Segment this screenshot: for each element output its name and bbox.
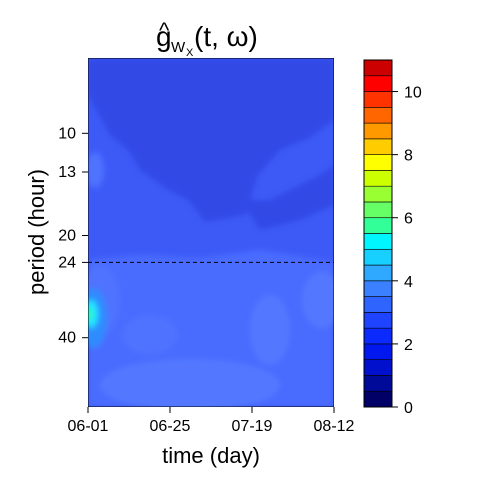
title-args: (t, ω): [194, 21, 258, 52]
colorbar-tick-label: 2: [404, 337, 413, 354]
x-axis-label: time (day): [162, 443, 260, 468]
x-tick-label: 06-01: [68, 418, 109, 435]
colorbar-swatch: [363, 170, 393, 187]
colorbar-tick-label: 8: [404, 148, 413, 165]
colorbar-swatch: [363, 91, 393, 108]
low-power-region: [88, 58, 334, 222]
low-power-lobe: [240, 165, 334, 230]
y-axis-label: period (hour): [24, 169, 49, 295]
title-base: g: [156, 21, 172, 52]
medium-blob-4: [122, 315, 178, 355]
colorbar-swatch: [363, 312, 393, 329]
colorbar: 0 2 4 6 8 10: [363, 59, 422, 417]
field-shapes: [88, 58, 334, 407]
chart-title: ^ g W X (t, ω): [156, 18, 258, 59]
medium-blob-1: [100, 359, 280, 407]
colorbar-swatch: [363, 59, 393, 77]
colorbar-swatch: [363, 390, 393, 408]
y-tick-label: 40: [58, 330, 76, 347]
colorbar-swatch: [363, 248, 393, 266]
x-tick-label: 07-19: [232, 418, 273, 435]
y-tick-label: 20: [58, 228, 76, 245]
medium-blob-2: [250, 295, 290, 365]
colorbar-swatch: [363, 138, 393, 155]
colorbar-swatch: [363, 75, 393, 92]
peak-core: [88, 308, 92, 320]
peak-inner: [88, 300, 98, 328]
colorbar-swatch: [363, 280, 393, 297]
colorbar-tick-label: 0: [404, 400, 413, 417]
colorbar-swatch: [363, 185, 393, 203]
x-tick-label: 08-12: [314, 418, 355, 435]
y-axis: 10 13 20 24 40: [58, 125, 88, 347]
colorbar-frame: [363, 59, 393, 408]
colorbar-tick-label: 10: [404, 85, 422, 102]
x-tick-label: 06-25: [150, 418, 191, 435]
left-edge-blob-1: [88, 152, 104, 188]
y-tick-label: 10: [58, 125, 76, 142]
medium-blob-3: [302, 272, 334, 328]
title-hat: ^: [159, 18, 170, 43]
colorbar-swatch: [363, 217, 393, 234]
colorbar-swatch: [363, 201, 393, 219]
colorbar-swatch: [363, 154, 393, 171]
plot-area: [88, 58, 334, 407]
colorbar-swatch: [363, 327, 393, 345]
colorbar-swatch: [363, 343, 393, 360]
colorbar-tick-label: 4: [404, 274, 413, 291]
colorbar-swatch: [363, 107, 393, 124]
colorbar-swatch: [363, 296, 393, 313]
colorbar-swatch: [363, 122, 393, 140]
y-tick-label: 13: [58, 164, 76, 181]
colorbar-swatch: [363, 359, 393, 376]
title-sub: W: [171, 39, 186, 56]
y-tick-label: 24: [58, 254, 76, 271]
colorbar-tick-label: 6: [404, 211, 413, 228]
x-axis: 06-01 06-25 07-19 08-12: [68, 407, 355, 435]
colorbar-swatch: [363, 375, 393, 392]
title-subsub: X: [186, 47, 194, 59]
colorbar-swatch: [363, 233, 393, 250]
colorbar-swatch: [363, 264, 393, 282]
